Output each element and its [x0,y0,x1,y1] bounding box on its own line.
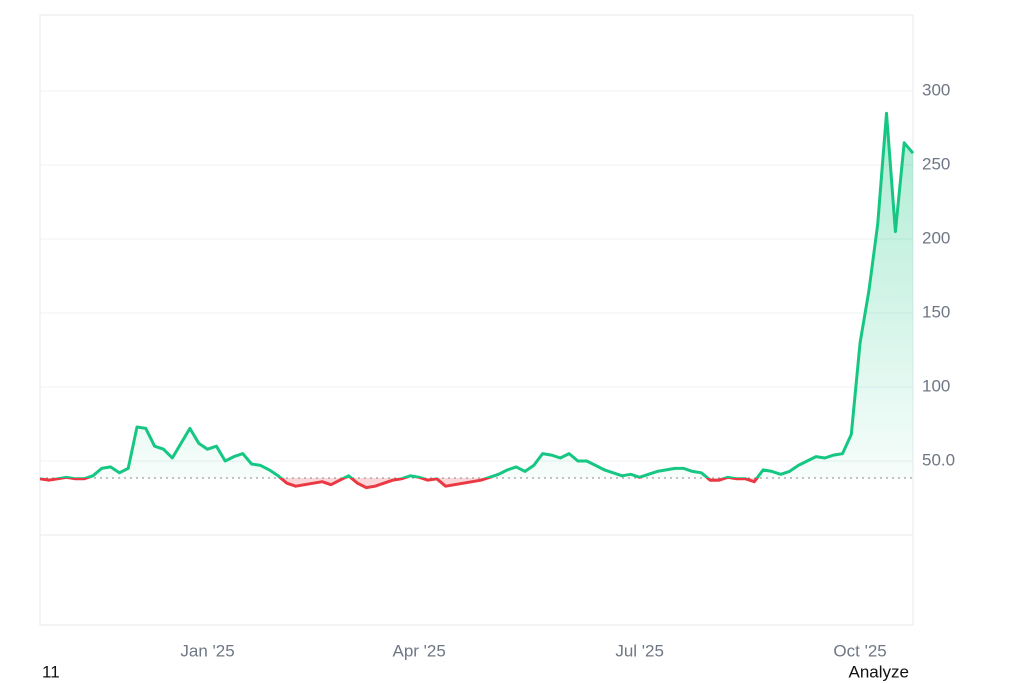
y-tick-label: 100 [922,376,950,395]
x-tick-label: Apr '25 [393,641,446,660]
plot-frame [39,14,914,626]
footer-left: 11 [42,662,60,681]
footer-right[interactable]: Analyze [849,662,909,681]
y-tick-label: 250 [922,154,950,173]
y-tick-label: 200 [922,228,950,247]
y-tick-label: 50.0 [922,450,955,469]
area-down [40,478,913,488]
y-tick-label: 300 [922,80,950,99]
y-tick-label: 150 [922,302,950,321]
area-up [62,113,913,479]
price-line-down [39,478,759,490]
price-line-up [40,111,915,479]
x-tick-label: Jan '25 [180,641,234,660]
x-tick-label: Oct '25 [833,641,886,660]
x-tick-label: Jul '25 [615,641,664,660]
